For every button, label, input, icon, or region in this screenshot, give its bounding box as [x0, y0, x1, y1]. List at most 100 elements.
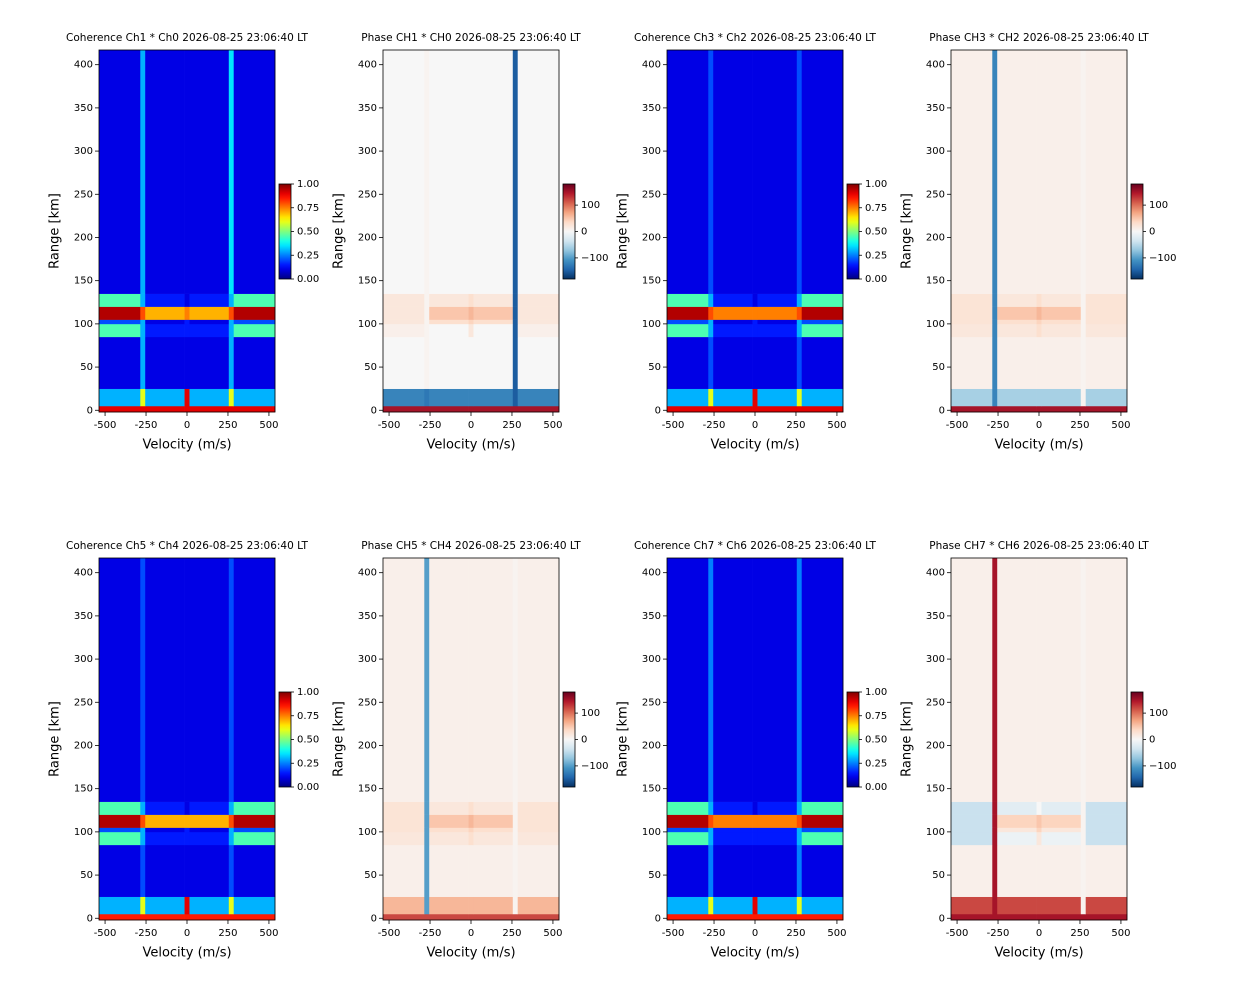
heatmap-cell [992, 801, 998, 815]
heatmap-cell [517, 913, 560, 921]
y-tick-label: 250 [642, 189, 661, 200]
heatmap-cell [429, 319, 469, 325]
heatmap-cell [708, 50, 714, 294]
heatmap-cell [992, 896, 998, 915]
heatmap-cell [667, 844, 709, 897]
heatmap-cell [468, 405, 474, 413]
heatmap-cell [801, 405, 844, 413]
heatmap-cell [383, 896, 425, 915]
heatmap-cell [184, 801, 190, 815]
heatmap-cell [667, 388, 709, 407]
heatmap-cell [189, 319, 230, 325]
heatmap-cell [140, 388, 146, 407]
heatmap-cell [757, 913, 798, 921]
x-tick-label: -500 [378, 928, 401, 939]
y-axis-label: Range [km] [900, 701, 915, 777]
heatmap-cell [512, 896, 519, 915]
heatmap-cell [1036, 319, 1042, 325]
panel: Coherence Ch5 * Ch4 2026-08-25 23:06:40 … [48, 540, 320, 961]
heatmap-cell [1036, 405, 1042, 413]
heatmap-cell [992, 831, 998, 846]
heatmap-cell [1080, 50, 1087, 294]
x-tick-label: 250 [1070, 420, 1089, 431]
heatmap-cell [189, 293, 230, 307]
heatmap-cell [801, 293, 844, 307]
heatmap-cell [757, 293, 798, 307]
heatmap-cell [951, 558, 993, 802]
heatmap-cell [468, 50, 474, 294]
heatmap-cell [228, 831, 235, 846]
y-tick-label: 200 [926, 740, 945, 751]
y-tick-label: 150 [358, 276, 377, 287]
heatmap-cell [517, 801, 560, 815]
heatmap-cell [1085, 388, 1128, 407]
heatmap-cell [1041, 801, 1082, 815]
x-tick-label: 0 [468, 420, 474, 431]
heatmap-cell [752, 293, 758, 307]
y-tick-label: 350 [74, 611, 93, 622]
heatmap-cell [473, 831, 514, 846]
heatmap-cell [429, 558, 469, 802]
heatmap-cell [473, 814, 514, 828]
y-tick-label: 300 [642, 654, 661, 665]
heatmap-cell [383, 831, 425, 846]
y-tick-label: 150 [926, 276, 945, 287]
heatmap-cell [992, 844, 998, 897]
heatmap-cell [468, 801, 474, 815]
heatmap-cell [667, 827, 709, 833]
heatmap-cell [473, 293, 514, 307]
x-tick-label: 500 [259, 420, 278, 431]
heatmap-cell [517, 558, 560, 802]
heatmap-cell [708, 293, 714, 307]
panel-title: Phase CH1 * CH0 2026-08-25 23:06:40 LT [361, 32, 581, 44]
y-tick-label: 350 [642, 611, 661, 622]
heatmap-cell [424, 827, 430, 833]
heatmap-cell [1080, 913, 1087, 921]
heatmap-cell [512, 913, 519, 921]
heatmap-cell [473, 827, 514, 833]
heatmap-cell [1085, 558, 1128, 802]
heatmap-cell [184, 336, 190, 389]
heatmap-cell [1085, 801, 1128, 815]
heatmap-cell [429, 814, 469, 828]
heatmap-cell [708, 388, 714, 407]
heatmap-cell [752, 319, 758, 325]
y-tick-label: 250 [358, 189, 377, 200]
y-tick-label: 100 [642, 319, 661, 330]
heatmap-cell [429, 844, 469, 897]
heatmap-cell [517, 831, 560, 846]
heatmap-cell [713, 319, 753, 325]
heatmap-cell [757, 319, 798, 325]
heatmap-cell [757, 558, 798, 802]
heatmap-cell [383, 50, 425, 294]
heatmap-cell [1036, 896, 1042, 915]
heatmap-cell [517, 814, 560, 828]
heatmap-cell [1036, 323, 1042, 338]
heatmap-cell [713, 801, 753, 815]
x-tick-label: -250 [419, 420, 442, 431]
heatmap-cell [752, 323, 758, 338]
heatmap-cell [99, 558, 141, 802]
heatmap-cell [713, 293, 753, 307]
heatmap-cell [512, 814, 519, 828]
heatmap-cell [796, 844, 803, 897]
x-tick-label: 0 [468, 928, 474, 939]
colorbar [846, 183, 860, 280]
heatmap-cell [233, 558, 276, 802]
heatmap-cell [951, 50, 993, 294]
colorbar-tick-label: 0.25 [297, 250, 319, 261]
heatmap-cell [184, 844, 190, 897]
y-tick-label: 0 [655, 405, 661, 416]
heatmap-cell [429, 405, 469, 413]
colorbar-tick-label: 0.00 [297, 782, 319, 793]
x-tick-label: -500 [946, 420, 969, 431]
colorbar [562, 691, 576, 788]
heatmap-cell [997, 896, 1037, 915]
heatmap-cell [708, 323, 714, 338]
heatmap-cell [233, 896, 276, 915]
heatmap-cell [992, 388, 998, 407]
heatmap-cell [140, 801, 146, 815]
heatmap-cell [429, 913, 469, 921]
heatmap-cell [99, 323, 141, 338]
heatmap-cell [424, 831, 430, 846]
